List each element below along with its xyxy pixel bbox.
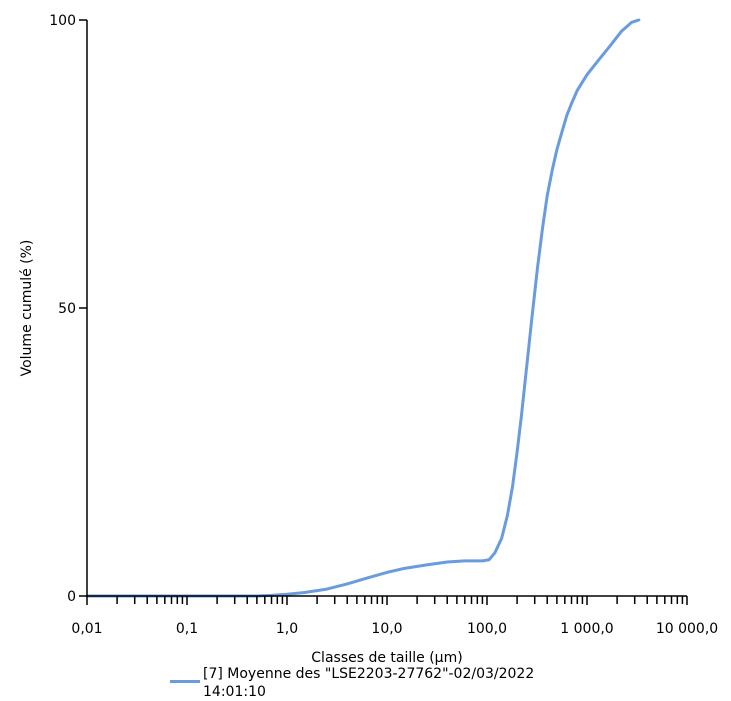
x-tick-label: 10 000,0 bbox=[656, 621, 718, 637]
x-tick-label: 10,0 bbox=[371, 621, 402, 637]
y-axis: 0 50 100 bbox=[49, 13, 88, 605]
y-tick-label: 50 bbox=[58, 301, 76, 317]
x-tick-label: 0,1 bbox=[176, 621, 198, 637]
y-axis-title: Volume cumulé (%) bbox=[19, 240, 35, 377]
legend-swatch bbox=[170, 680, 200, 683]
series-line bbox=[85, 18, 641, 598]
legend-label: [7] Moyenne des "LSE2203-27762"-02/03/20… bbox=[203, 666, 535, 700]
x-tick-label: 1 000,0 bbox=[560, 621, 613, 637]
x-tick-label: 1,0 bbox=[276, 621, 298, 637]
x-tick-label: 0,01 bbox=[71, 621, 102, 637]
x-tick-label: 100,0 bbox=[467, 621, 507, 637]
plot-area bbox=[85, 18, 641, 598]
y-tick-label: 0 bbox=[67, 589, 76, 605]
x-axis: 0,01 0,1 1,0 10,0 100,0 1 000,0 10 000,0 bbox=[71, 595, 718, 637]
x-axis-title: Classes de taille (µm) bbox=[311, 650, 462, 666]
y-tick-label: 100 bbox=[49, 13, 76, 29]
